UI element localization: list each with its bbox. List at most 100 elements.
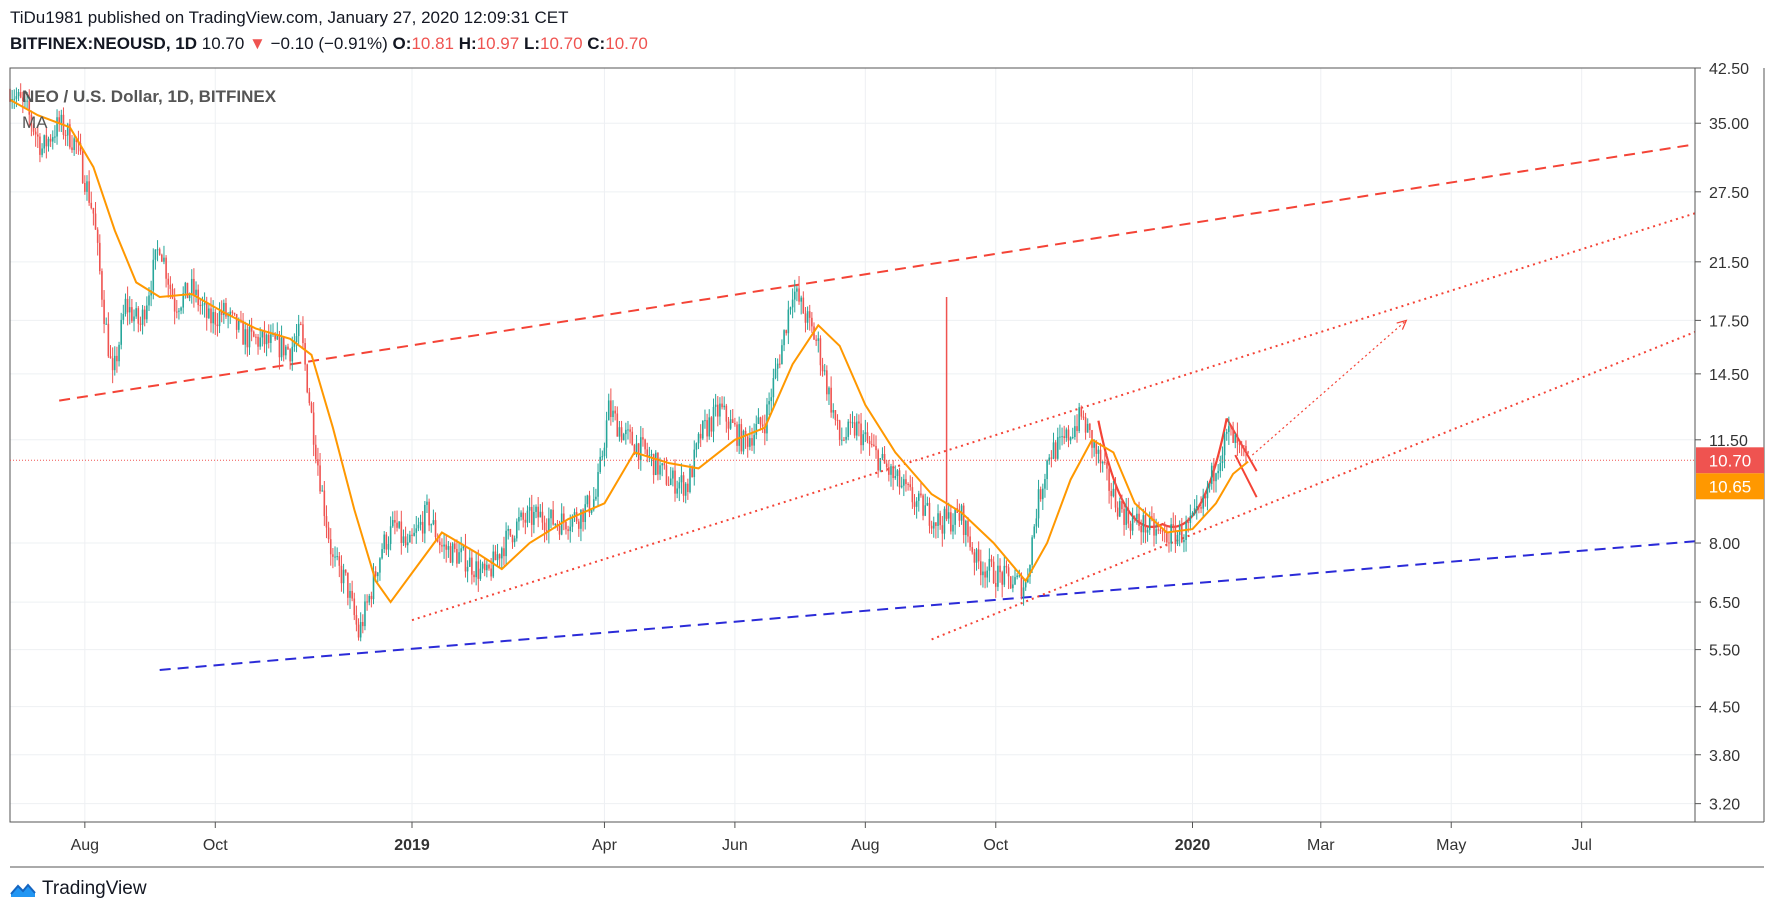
candle: [1133, 515, 1136, 523]
candle: [1127, 497, 1130, 529]
candle: [62, 107, 65, 140]
candle: [644, 438, 646, 455]
price-change: −0.10 (−0.91%): [270, 34, 388, 53]
candle: [841, 427, 843, 446]
candle-body: [101, 271, 103, 300]
candle: [607, 393, 610, 421]
candle-body: [1106, 462, 1108, 469]
candle: [430, 523, 433, 533]
candle-body: [875, 445, 877, 451]
x-tick-label: Oct: [203, 837, 228, 854]
candle-body: [804, 313, 807, 323]
candle: [1069, 436, 1072, 445]
candle-body: [997, 565, 999, 587]
candle-body: [742, 430, 745, 452]
candle-body: [430, 524, 433, 526]
footer-brand[interactable]: TradingView: [42, 878, 147, 899]
candle-body: [355, 615, 358, 625]
candle: [930, 520, 933, 535]
candle-body: [1138, 513, 1140, 526]
candle: [94, 202, 97, 230]
candle-body: [285, 346, 287, 356]
candle-body: [362, 621, 364, 627]
candle-body: [39, 136, 41, 155]
candle: [723, 396, 726, 410]
candle-body: [458, 552, 460, 564]
candle: [278, 330, 281, 370]
candle-body: [851, 422, 854, 424]
axes: 42.50 35.00 27.50 21.50 17.50 14.50 11.50 8.00 6…: [9, 61, 1765, 868]
candle: [41, 143, 43, 158]
candle: [54, 125, 56, 144]
candle-body: [1140, 525, 1142, 533]
candle: [244, 321, 247, 355]
candle: [1123, 504, 1125, 536]
candle: [768, 392, 770, 416]
candle-body: [167, 278, 170, 285]
trendline: [59, 143, 1696, 402]
candle-body: [118, 344, 120, 362]
candle-body: [1027, 576, 1029, 582]
candle: [888, 459, 890, 482]
candle: [597, 463, 599, 507]
candle-body: [864, 432, 867, 435]
candle-body: [990, 558, 993, 562]
symbol-label[interactable]: BITFINEX:NEOUSD, 1D: [10, 34, 198, 53]
candle: [676, 480, 678, 499]
candle: [32, 123, 35, 136]
candle-body: [1187, 522, 1190, 524]
candle-body: [520, 512, 522, 517]
candle-body: [817, 338, 820, 341]
candle: [445, 534, 448, 563]
candle: [808, 304, 811, 331]
candle-body: [419, 521, 422, 525]
candle: [588, 490, 591, 518]
candle-body: [592, 499, 595, 510]
candle-body: [242, 320, 244, 345]
candle-body: [295, 336, 298, 343]
candle: [1031, 535, 1033, 574]
x-tick-label: 2019: [394, 837, 430, 854]
candle: [90, 191, 93, 210]
candle-body: [736, 424, 738, 446]
candle: [873, 434, 875, 447]
candle: [637, 442, 640, 470]
candle-body: [573, 512, 576, 517]
candle: [203, 292, 206, 318]
candle-body: [727, 421, 730, 429]
candle: [195, 281, 197, 303]
candle-body: [879, 458, 882, 471]
candle-body: [1230, 426, 1232, 428]
candle-body: [791, 299, 794, 308]
candle-body: [988, 558, 991, 571]
candle-body: [143, 309, 146, 320]
candle-body: [796, 288, 798, 292]
candle: [967, 517, 969, 543]
candle: [1219, 455, 1222, 478]
candle: [770, 388, 773, 414]
candle-body: [667, 484, 670, 486]
candle: [774, 357, 777, 380]
candle: [376, 571, 379, 583]
candle: [954, 507, 956, 535]
candle-body: [319, 465, 321, 492]
candle-body: [173, 298, 176, 312]
candle-body: [922, 495, 924, 516]
candle-body: [800, 297, 802, 302]
candle-body: [111, 358, 114, 371]
candle: [853, 416, 856, 439]
candle-body: [541, 511, 544, 523]
candle: [1183, 534, 1185, 553]
candle-body: [327, 527, 330, 540]
candle-body: [54, 136, 56, 138]
candle: [1052, 432, 1055, 460]
ma-line: [9, 98, 1249, 604]
candle-body: [1204, 495, 1207, 499]
candle-body: [505, 530, 507, 557]
candle: [242, 313, 244, 345]
candle: [1136, 506, 1138, 525]
y-tick-label: 11.50: [1709, 433, 1748, 450]
candle: [515, 518, 518, 542]
candle-body: [66, 124, 69, 136]
